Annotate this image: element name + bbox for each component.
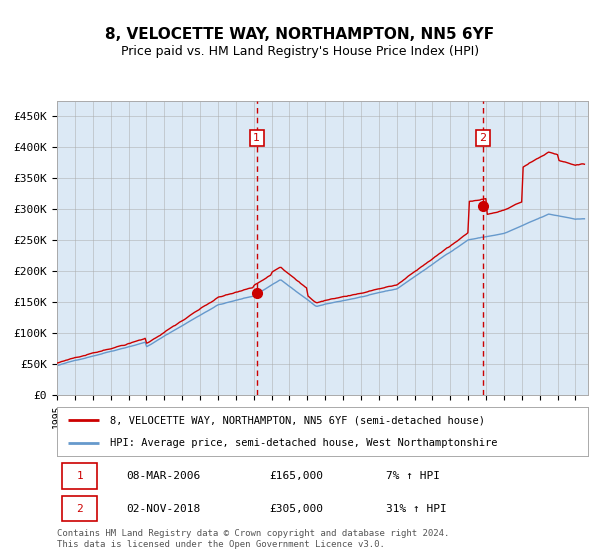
Text: 8, VELOCETTE WAY, NORTHAMPTON, NN5 6YF: 8, VELOCETTE WAY, NORTHAMPTON, NN5 6YF <box>106 27 494 42</box>
Text: 08-MAR-2006: 08-MAR-2006 <box>126 472 200 482</box>
Text: Price paid vs. HM Land Registry's House Price Index (HPI): Price paid vs. HM Land Registry's House … <box>121 45 479 58</box>
Text: 2: 2 <box>479 133 487 143</box>
Text: £305,000: £305,000 <box>269 503 323 514</box>
Text: 7% ↑ HPI: 7% ↑ HPI <box>386 472 440 482</box>
Text: Contains HM Land Registry data © Crown copyright and database right 2024.
This d: Contains HM Land Registry data © Crown c… <box>57 529 449 549</box>
FancyBboxPatch shape <box>62 496 97 521</box>
Text: 8, VELOCETTE WAY, NORTHAMPTON, NN5 6YF (semi-detached house): 8, VELOCETTE WAY, NORTHAMPTON, NN5 6YF (… <box>110 416 485 426</box>
Text: 2: 2 <box>76 503 83 514</box>
FancyBboxPatch shape <box>62 464 97 489</box>
Text: 1: 1 <box>253 133 260 143</box>
Text: HPI: Average price, semi-detached house, West Northamptonshire: HPI: Average price, semi-detached house,… <box>110 438 497 448</box>
Text: 1: 1 <box>76 472 83 482</box>
Text: 31% ↑ HPI: 31% ↑ HPI <box>386 503 447 514</box>
Text: 02-NOV-2018: 02-NOV-2018 <box>126 503 200 514</box>
Text: £165,000: £165,000 <box>269 472 323 482</box>
